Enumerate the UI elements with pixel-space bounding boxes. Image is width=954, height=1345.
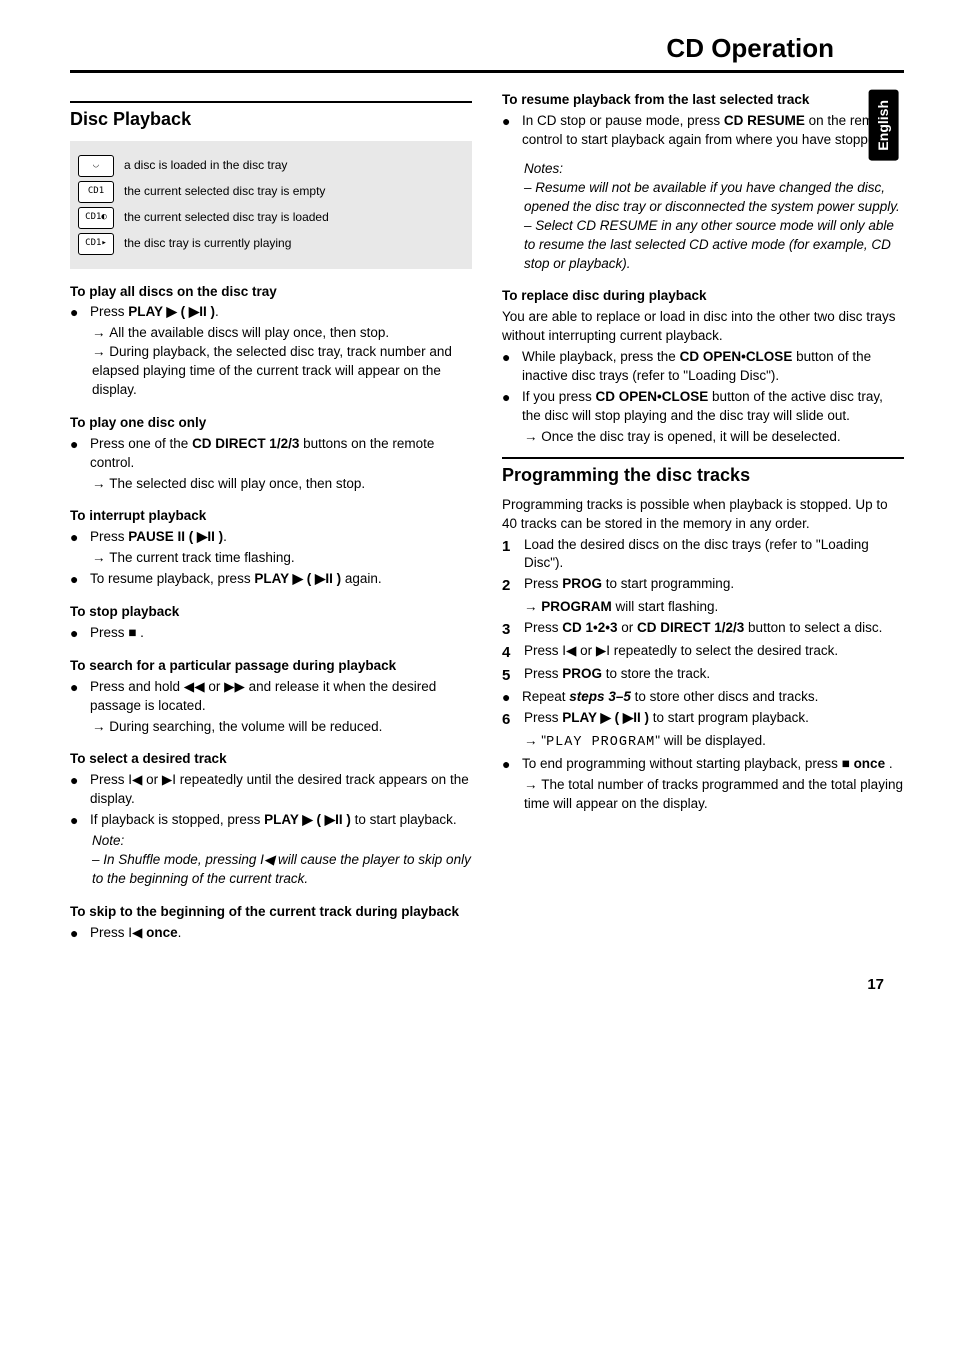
body-text: Once the disc tray is opened, it will be… [502, 428, 904, 447]
heading-stop: To stop playback [70, 603, 472, 622]
body-text: Press one of the CD DIRECT 1/2/3 buttons… [90, 435, 472, 473]
step-number: 5 [502, 665, 516, 686]
heading-replace: To replace disc during playback [502, 287, 904, 306]
bullet-icon: ● [502, 755, 514, 774]
body-text: Repeat steps 3–5 to store other discs an… [522, 688, 818, 707]
step-number: 4 [502, 642, 516, 663]
note-heading: Note: [70, 832, 472, 851]
note-text: – Select CD RESUME in any other source m… [502, 217, 904, 274]
body-text: Press PROG to start programming. [524, 575, 734, 596]
note-text: – In Shuffle mode, pressing I◀ will caus… [70, 851, 472, 889]
step-number: 1 [502, 536, 516, 574]
body-text: Press I◀ once. [90, 924, 181, 943]
body-text: Press and hold ◀◀ or ▶▶ and release it w… [90, 678, 472, 716]
body-text: While playback, press the CD OPEN•CLOSE … [522, 348, 904, 386]
status-text: a disc is loaded in the disc tray [124, 157, 287, 174]
body-text: Programming tracks is possible when play… [502, 496, 904, 534]
status-table: ◡ a disc is loaded in the disc tray CD1 … [70, 141, 472, 269]
body-text: Press CD 1•2•3 or CD DIRECT 1/2/3 button… [524, 619, 882, 640]
status-row: CD1 the current selected disc tray is em… [78, 181, 464, 203]
right-column: To resume playback from the last selecte… [502, 91, 904, 944]
programming-heading: Programming the disc tracks [502, 457, 904, 488]
body-text: If playback is stopped, press PLAY ▶ ( ▶… [90, 811, 457, 830]
note-text: – Resume will not be available if you ha… [502, 179, 904, 217]
heading-search: To search for a particular passage durin… [70, 657, 472, 676]
heading-play-all: To play all discs on the disc tray [70, 283, 472, 302]
status-text: the current selected disc tray is loaded [124, 209, 329, 226]
body-text: Press I◀ or ▶I repeatedly to select the … [524, 642, 838, 663]
tray-loaded-icon: CD1◐ [78, 207, 114, 229]
body-text: In CD stop or pause mode, press CD RESUM… [522, 112, 904, 150]
step-number: 2 [502, 575, 516, 596]
step-number: 3 [502, 619, 516, 640]
disc-loaded-icon: ◡ [78, 155, 114, 177]
bullet-icon: ● [70, 435, 82, 473]
left-column: Disc Playback ◡ a disc is loaded in the … [70, 91, 472, 944]
heading-resume: To resume playback from the last selecte… [502, 91, 904, 110]
body-text: During playback, the selected disc tray,… [70, 343, 472, 400]
body-text: Press ■ . [90, 624, 144, 643]
heading-play-one: To play one disc only [70, 414, 472, 433]
body-text: You are able to replace or load in disc … [502, 308, 904, 346]
tray-empty-icon: CD1 [78, 181, 114, 203]
heading-skip: To skip to the beginning of the current … [70, 903, 472, 922]
bullet-icon: ● [502, 688, 514, 707]
body-text: PROGRAM will start flashing. [502, 598, 904, 617]
bullet-icon: ● [70, 528, 82, 547]
body-text: During searching, the volume will be red… [70, 718, 472, 737]
heading-select: To select a desired track [70, 750, 472, 769]
note-heading: Notes: [502, 160, 904, 179]
body-text: The total number of tracks programmed an… [502, 776, 904, 814]
body-text: To end programming without starting play… [522, 755, 893, 774]
bullet-icon: ● [70, 924, 82, 943]
body-text: The current track time flashing. [70, 549, 472, 568]
body-text: All the available discs will play once, … [70, 324, 472, 343]
status-row: CD1◐ the current selected disc tray is l… [78, 207, 464, 229]
disc-playback-heading: Disc Playback [70, 101, 472, 132]
step-number: 6 [502, 709, 516, 730]
body-text: Press I◀ or ▶I repeatedly until the desi… [90, 771, 472, 809]
page-title: CD Operation [70, 30, 904, 73]
tray-playing-icon: CD1▸ [78, 233, 114, 255]
bullet-icon: ● [502, 112, 514, 150]
bullet-icon: ● [502, 348, 514, 386]
status-text: the current selected disc tray is empty [124, 183, 325, 200]
language-tab: English [869, 90, 899, 161]
page-number: 17 [70, 974, 904, 995]
heading-interrupt: To interrupt playback [70, 507, 472, 526]
body-text: The selected disc will play once, then s… [70, 475, 472, 494]
body-text: Press PLAY ▶ ( ▶II ). [90, 303, 219, 322]
bullet-icon: ● [70, 303, 82, 322]
body-text: If you press CD OPEN•CLOSE button of the… [522, 388, 904, 426]
body-text: "PLAY PROGRAM" will be displayed. [502, 732, 904, 753]
bullet-icon: ● [70, 678, 82, 716]
status-text: the disc tray is currently playing [124, 235, 291, 252]
body-text: Load the desired discs on the disc trays… [524, 536, 904, 574]
bullet-icon: ● [502, 388, 514, 426]
bullet-icon: ● [70, 570, 82, 589]
body-text: Press PAUSE II ( ▶II ). [90, 528, 227, 547]
bullet-icon: ● [70, 624, 82, 643]
body-text: Press PLAY ▶ ( ▶II ) to start program pl… [524, 709, 809, 730]
status-row: ◡ a disc is loaded in the disc tray [78, 155, 464, 177]
bullet-icon: ● [70, 811, 82, 830]
body-text: Press PROG to store the track. [524, 665, 710, 686]
body-text: To resume playback, press PLAY ▶ ( ▶II )… [90, 570, 382, 589]
status-row: CD1▸ the disc tray is currently playing [78, 233, 464, 255]
bullet-icon: ● [70, 771, 82, 809]
